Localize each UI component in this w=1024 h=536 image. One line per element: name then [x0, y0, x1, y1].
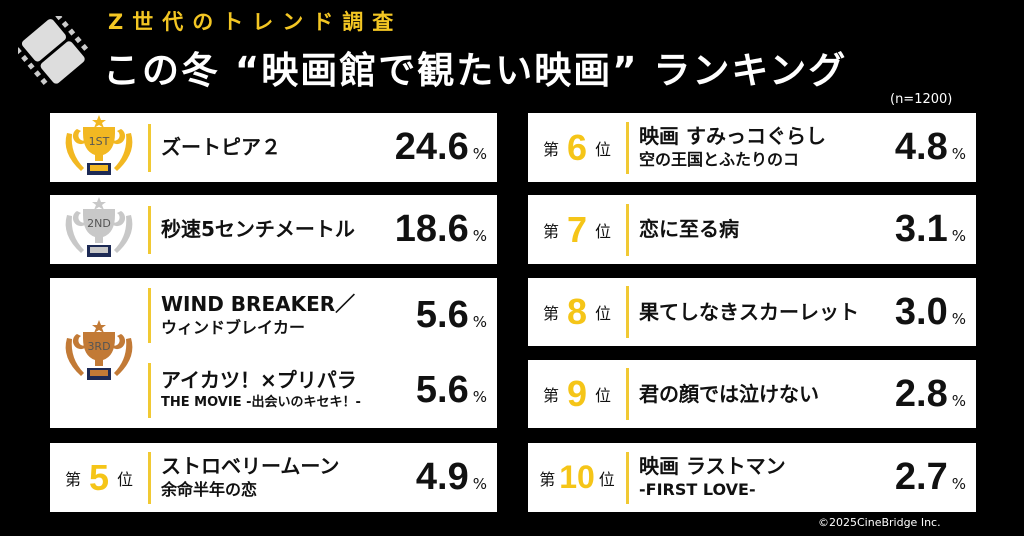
- ranking-card: 第 7 位 恋に至る病 3.1%: [528, 195, 976, 264]
- sample-size: (n=1200): [890, 92, 953, 107]
- percentage: 2.8%: [894, 372, 966, 415]
- film-icon: [18, 16, 88, 85]
- movie-title: ズートピア２: [161, 135, 281, 159]
- trophy-icon: 2ND: [65, 196, 133, 257]
- movie-title: 恋に至る病: [639, 217, 739, 241]
- copyright: ©2025CineBridge Inc.: [818, 516, 941, 529]
- ranking-card: 第 8 位 果てしなきスカーレット 3.0%: [528, 278, 976, 346]
- ranking-card: 3RD WIND BREAKER／ ウィンドブレイカー 5.6% アイカツ！×プリパ…: [50, 278, 497, 428]
- percentage: 4.8%: [894, 126, 966, 168]
- svg-text:2ND: 2ND: [87, 217, 111, 230]
- page-title: この冬 “映画館で観たい映画” ランキング: [103, 49, 848, 92]
- rank-label: 第 10 位: [539, 459, 615, 495]
- ranking-card: 第 5 位ストロベリームーン 余命半年の恋 4.9%: [50, 443, 497, 512]
- svg-text:1ST: 1ST: [89, 135, 110, 148]
- trophy-icon: 3RD: [65, 320, 133, 380]
- percentage: 5.6%: [415, 369, 487, 411]
- movie-title: ストロベリームーン 余命半年の恋: [161, 454, 340, 499]
- movie-title: 秒速5センチメートル: [161, 217, 355, 241]
- percentage: 4.9%: [415, 456, 487, 498]
- percentage: 3.1%: [894, 208, 966, 250]
- rank-badge: 2ND: [50, 195, 148, 264]
- ranking-card: 第 10 位映画 ラストマン -FIRST LOVE- 2.7%: [528, 443, 976, 512]
- percentage: 18.6%: [394, 208, 487, 250]
- ranking-card: 1ST ズートピア２ 24.6%: [50, 113, 497, 182]
- percentage: 24.6%: [394, 126, 487, 168]
- ranking-card: 第 6 位映画 すみっコぐらし 空の王国とふたりのコ 4.8%: [528, 113, 976, 182]
- ranking-card: 第 9 位 君の顔では泣けない 2.8%: [528, 360, 976, 428]
- percentage: 3.0%: [894, 290, 966, 333]
- subtitle: Z世代のトレンド調査: [108, 10, 403, 34]
- rank-badge: 1ST: [50, 113, 148, 182]
- rank-badge: 3RD: [50, 278, 148, 428]
- movie-title: 映画 ラストマン -FIRST LOVE-: [639, 454, 786, 499]
- percentage: 5.6%: [415, 294, 487, 336]
- svg-text:3RD: 3RD: [87, 340, 110, 353]
- movie-title: WIND BREAKER／ ウィンドブレイカー: [161, 292, 356, 337]
- movie-title: 果てしなきスカーレット: [639, 299, 859, 324]
- movie-title: 映画 すみっコぐらし 空の王国とふたりのコ: [639, 124, 826, 169]
- movie-title: アイカツ！×プリパラ THE MOVIE -出会いのキセキ！-: [161, 368, 361, 410]
- movie-title: 君の顔では泣けない: [639, 381, 819, 406]
- ranking-card: 2ND 秒速5センチメートル 18.6%: [50, 195, 497, 264]
- percentage: 2.7%: [894, 456, 966, 498]
- trophy-icon: 1ST: [65, 114, 133, 175]
